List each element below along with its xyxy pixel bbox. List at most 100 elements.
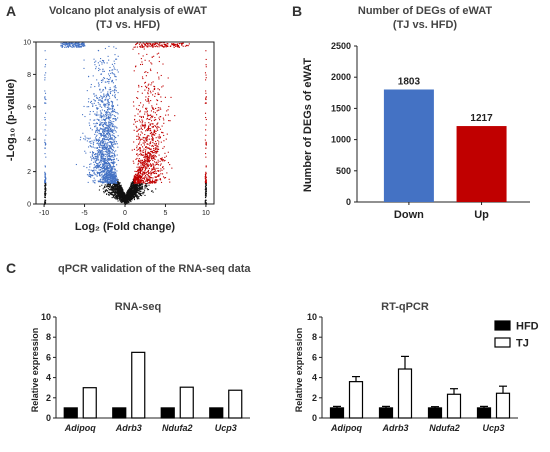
- volcano-point: [139, 176, 141, 178]
- volcano-point: [105, 97, 107, 99]
- volcano-point: [94, 61, 96, 63]
- volcano-point: [87, 101, 90, 103]
- volcano-point: [107, 144, 109, 146]
- volcano-point: [44, 74, 46, 76]
- volcano-point: [103, 115, 105, 117]
- volcano-point: [160, 45, 162, 47]
- volcano-point: [45, 187, 47, 189]
- volcano-point: [205, 173, 207, 175]
- volcano-point: [109, 141, 111, 143]
- volcano-point: [98, 167, 100, 169]
- volcano-point: [106, 178, 108, 180]
- volcano-point: [90, 100, 92, 102]
- volcano-point: [117, 179, 119, 181]
- legend-swatch-hfd: [494, 320, 511, 331]
- volcano-point: [145, 137, 148, 139]
- volcano-point: [144, 178, 146, 180]
- volcano-point: [145, 163, 147, 165]
- volcano-point: [111, 130, 113, 132]
- volcano-point: [101, 101, 103, 103]
- rnaseq-bar-tj: [179, 386, 194, 419]
- volcano-point: [110, 186, 112, 188]
- volcano-point: [160, 173, 162, 175]
- volcano-point: [141, 121, 143, 123]
- volcano-point: [101, 144, 103, 147]
- volcano-point: [88, 174, 90, 176]
- volcano-point: [157, 159, 159, 161]
- volcano-point: [119, 199, 121, 201]
- volcano-point: [154, 182, 156, 184]
- volcano-point: [146, 179, 148, 182]
- volcano-point: [140, 175, 142, 177]
- volcano-point: [88, 141, 90, 143]
- volcano-point: [118, 190, 120, 192]
- volcano-point: [137, 191, 139, 193]
- volcano-point: [139, 128, 141, 130]
- volcano-point: [143, 173, 145, 175]
- volcano-point: [102, 156, 104, 158]
- volcano-point: [107, 182, 109, 184]
- volcano-point: [90, 156, 92, 158]
- volcano-point: [109, 148, 111, 150]
- volcano-point: [105, 139, 107, 141]
- rnaseq-ytick-label: 10: [41, 312, 51, 322]
- volcano-point: [117, 179, 119, 181]
- volcano-point: [161, 160, 164, 162]
- panel-b: B Number of DEGs of eWAT (TJ vs. HFD) Nu…: [292, 3, 530, 221]
- volcano-point: [137, 162, 139, 164]
- volcano-point: [113, 177, 115, 179]
- volcano-point: [158, 175, 160, 178]
- volcano-point: [115, 111, 117, 114]
- volcano-point: [82, 44, 84, 46]
- volcano-point: [79, 139, 81, 141]
- volcano-point: [134, 118, 136, 121]
- volcano-point: [44, 50, 46, 52]
- volcano-point: [105, 103, 107, 105]
- volcano-point: [136, 189, 138, 191]
- volcano-point: [93, 123, 95, 125]
- volcano-point: [147, 92, 149, 94]
- volcano-point: [102, 188, 104, 190]
- volcano-point: [130, 198, 132, 200]
- volcano-point: [104, 178, 106, 180]
- volcano-point: [99, 174, 101, 176]
- volcano-point: [103, 171, 105, 173]
- volcano-point: [139, 180, 141, 182]
- rnaseq-ytick-label: 6: [46, 352, 51, 362]
- volcano-point: [66, 46, 68, 48]
- volcano-point: [116, 154, 118, 156]
- volcano-point: [111, 176, 114, 178]
- volcano-point: [146, 164, 148, 166]
- volcano-point: [72, 45, 74, 47]
- volcano-point: [86, 167, 88, 169]
- volcano-point: [138, 183, 140, 185]
- volcano-point: [106, 181, 108, 183]
- volcano-point: [127, 198, 129, 200]
- volcano-point: [151, 45, 153, 48]
- volcano-point: [204, 178, 206, 180]
- volcano-point: [107, 147, 109, 150]
- volcano-point: [88, 146, 90, 148]
- volcano-point: [154, 151, 156, 153]
- volcano-point: [103, 159, 105, 161]
- volcano-point: [112, 108, 114, 110]
- volcano-point: [106, 62, 108, 64]
- volcano-point: [110, 175, 112, 177]
- volcano-point: [110, 111, 112, 113]
- volcano-point: [106, 163, 108, 165]
- volcano-point: [137, 189, 139, 191]
- volcano-point: [138, 185, 140, 187]
- volcano-point: [108, 184, 110, 186]
- volcano-point: [115, 150, 117, 152]
- legend-label-hfd: HFD: [516, 321, 539, 333]
- volcano-point: [112, 165, 115, 167]
- volcano-point: [64, 42, 67, 44]
- volcano-point: [112, 126, 114, 128]
- volcano-point: [73, 45, 75, 47]
- volcano-point: [91, 151, 94, 153]
- volcano-point: [111, 80, 113, 82]
- volcano-point: [120, 186, 122, 188]
- volcano-point: [139, 193, 142, 195]
- volcano-point: [103, 181, 105, 183]
- volcano-point: [104, 130, 106, 132]
